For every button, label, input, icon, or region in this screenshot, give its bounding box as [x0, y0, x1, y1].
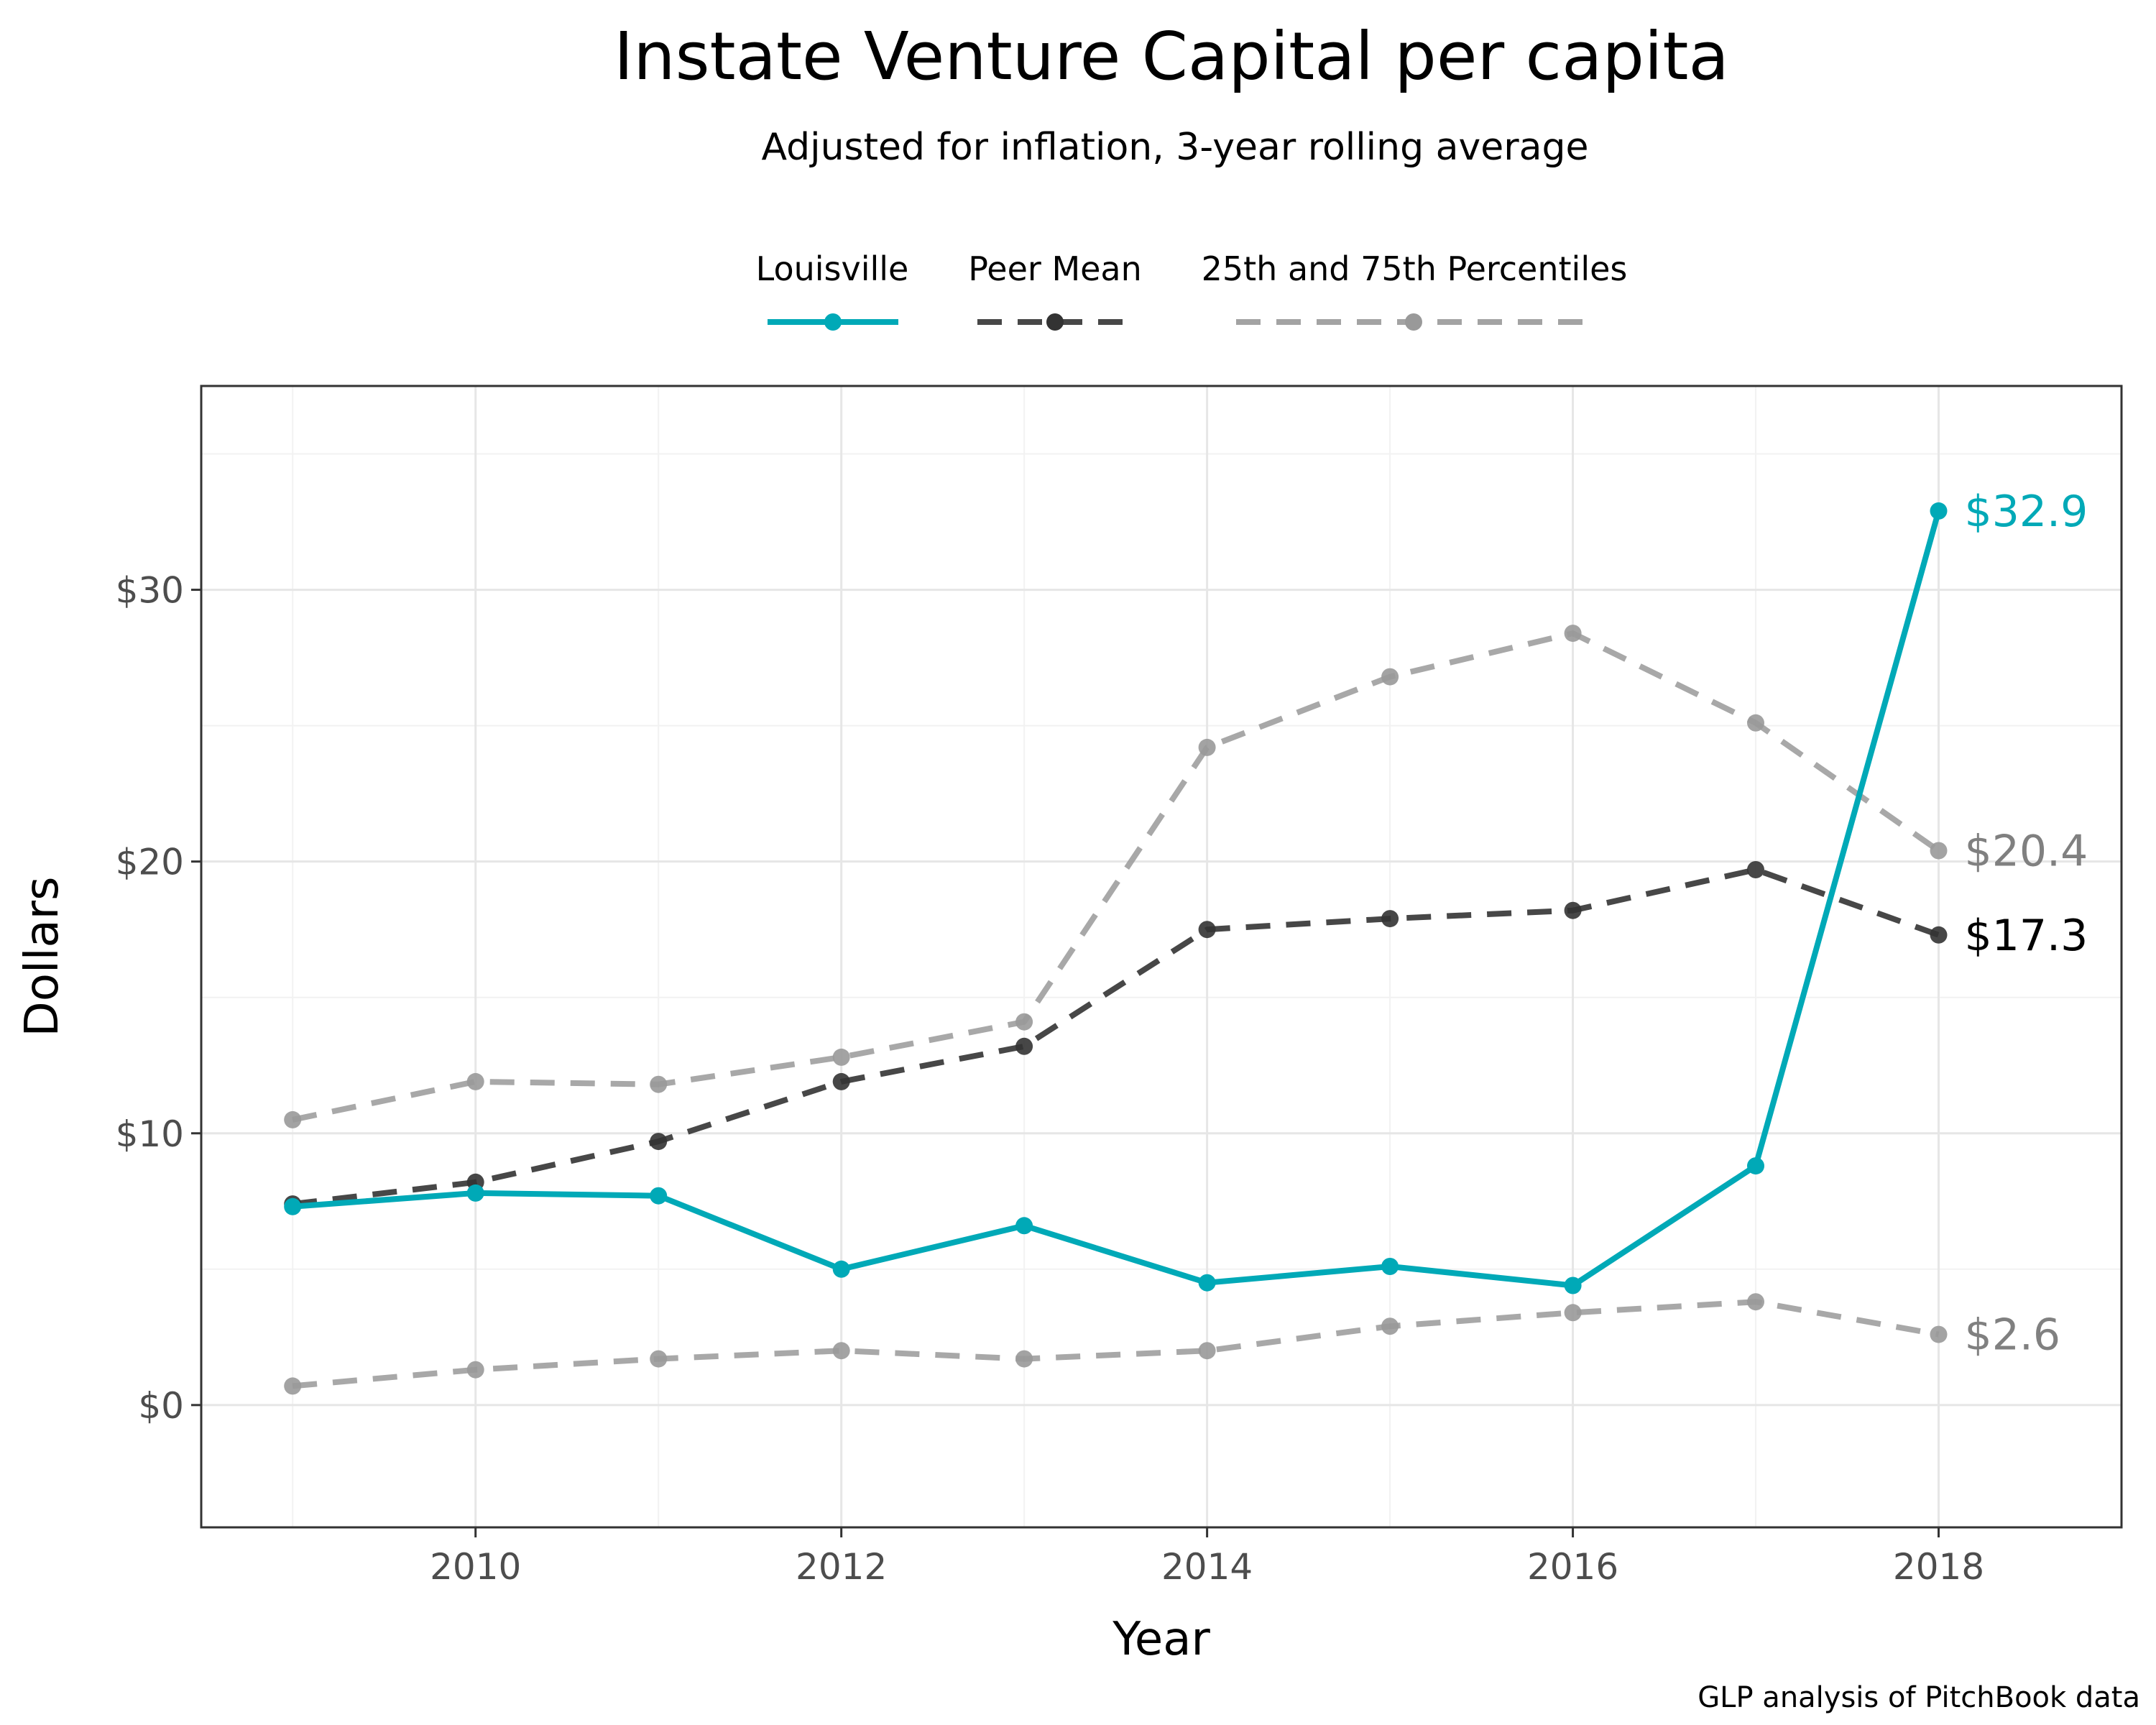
series-3-point-1 [466, 1361, 484, 1379]
series-line-0 [292, 510, 1942, 1289]
series-2-point-4 [1015, 1013, 1033, 1031]
x-tick-label-0: 2010 [430, 1546, 521, 1588]
series-3 [284, 1293, 1948, 1395]
series-3-point-0 [284, 1377, 302, 1395]
x-axis: 2010 2012 2014 2016 2018 [430, 1527, 1984, 1588]
series-0-point-6 [1381, 1258, 1399, 1275]
legend-label-0: Louisville [756, 249, 909, 288]
series-1-point-3 [832, 1072, 850, 1090]
x-tick-label-3: 2016 [1527, 1546, 1618, 1588]
series-0-point-2 [650, 1187, 668, 1205]
series-0-point-1 [466, 1184, 484, 1202]
plot-background [201, 386, 2122, 1527]
y-tick-label-2: $20 [116, 842, 184, 883]
legend: Louisville Peer Mean 25th and 75th Percent… [756, 249, 1628, 331]
x-tick-label-4: 2018 [1893, 1546, 1984, 1588]
series-3-point-2 [650, 1350, 668, 1368]
legend-label-2: 25th and 75th Percentiles [1202, 249, 1628, 288]
series-2-point-1 [466, 1072, 484, 1090]
series-line-2 [292, 630, 1940, 1123]
series-layer [284, 502, 1948, 1395]
series-1-point-9 [1930, 926, 1948, 944]
series-1 [284, 861, 1948, 1213]
end-label-3: $2.6 [1965, 1310, 2061, 1361]
series-0-point-9 [1930, 502, 1948, 520]
series-2-point-0 [284, 1110, 302, 1128]
legend-key-point-0 [824, 313, 842, 331]
series-1-point-2 [650, 1133, 668, 1151]
series-line-3 [292, 1299, 1940, 1389]
series-1-point-7 [1564, 901, 1582, 919]
y-axis: $0 $10 $20 $30 [116, 570, 201, 1427]
end-label-2: $20.4 [1965, 827, 2088, 877]
series-2-point-9 [1930, 842, 1948, 860]
series-2-point-6 [1381, 668, 1399, 686]
y-axis-title: Dollars [16, 877, 69, 1037]
series-0-point-0 [284, 1197, 302, 1215]
caption: GLP analysis of PitchBook data [1697, 1681, 2140, 1714]
series-3-point-5 [1198, 1342, 1216, 1360]
series-3-point-6 [1381, 1317, 1399, 1335]
series-0-point-3 [832, 1260, 850, 1278]
series-line-1 [292, 867, 1940, 1208]
y-tick-label-1: $10 [116, 1113, 184, 1155]
series-0-point-4 [1015, 1217, 1033, 1235]
series-2-point-8 [1747, 714, 1764, 732]
end-label-1: $17.3 [1965, 911, 2088, 961]
chart-subtitle: Adjusted for inflation, 3-year rolling a… [761, 126, 1588, 169]
legend-key-point-2 [1405, 313, 1422, 331]
end-label-0: $32.9 [1965, 487, 2088, 537]
x-axis-title: Year [1112, 1613, 1210, 1666]
series-1-point-6 [1381, 910, 1399, 928]
series-3-point-9 [1930, 1325, 1948, 1343]
y-tick-label-0: $0 [138, 1385, 184, 1427]
series-3-point-3 [832, 1342, 850, 1360]
series-0-point-8 [1747, 1157, 1764, 1175]
series-1-point-4 [1015, 1037, 1033, 1055]
y-tick-label-3: $30 [116, 570, 184, 612]
series-0 [284, 502, 1948, 1294]
legend-label-1: Peer Mean [968, 249, 1142, 288]
legend-key-point-1 [1046, 313, 1064, 331]
series-2-point-3 [832, 1048, 850, 1066]
series-3-point-8 [1747, 1293, 1764, 1311]
series-2 [284, 625, 1948, 1128]
x-tick-label-1: 2012 [796, 1546, 887, 1588]
chart-title: Instate Venture Capital per capita [614, 18, 1729, 95]
series-3-point-7 [1564, 1304, 1582, 1322]
series-0-point-7 [1564, 1276, 1582, 1294]
series-1-point-8 [1747, 861, 1764, 878]
series-2-point-5 [1198, 738, 1216, 756]
series-2-point-7 [1564, 625, 1582, 643]
plot-panel [200, 385, 2123, 1529]
x-tick-label-2: 2014 [1161, 1546, 1253, 1588]
series-2-point-2 [650, 1075, 668, 1093]
series-0-point-5 [1198, 1274, 1216, 1292]
end-labels: $32.9 $17.3 $20.4 $2.6 [1965, 487, 2088, 1361]
plot-border [200, 385, 2123, 1529]
series-1-point-5 [1198, 921, 1216, 939]
series-3-point-4 [1015, 1350, 1033, 1368]
